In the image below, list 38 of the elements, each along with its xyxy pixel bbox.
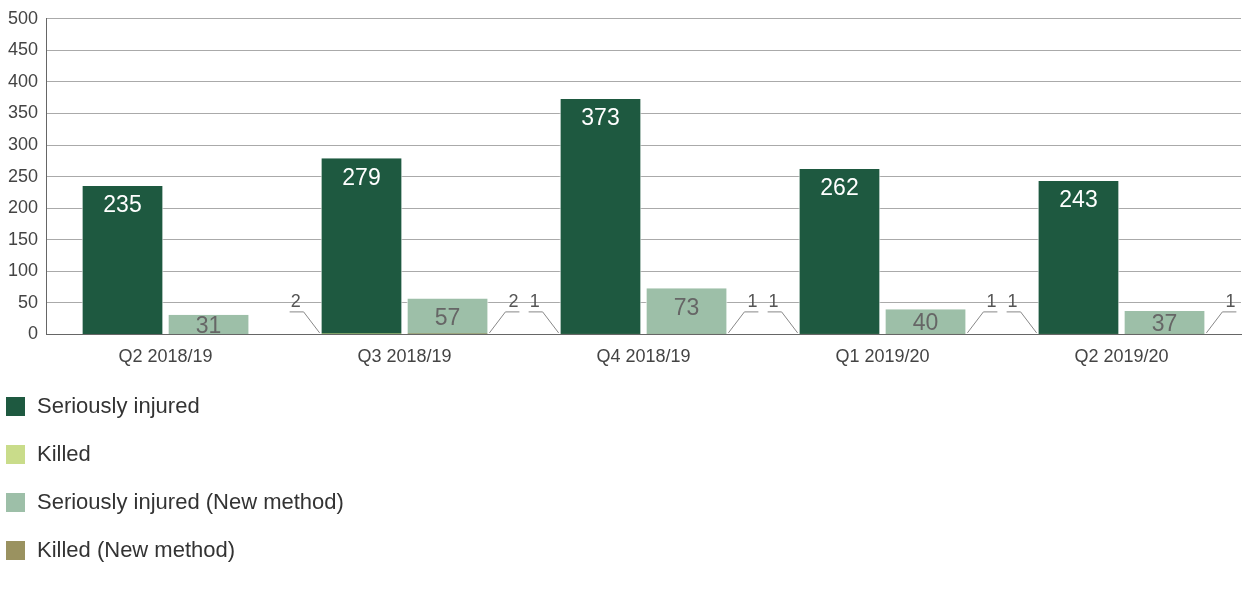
data-label: 235	[103, 191, 142, 218]
data-label: 1	[529, 290, 540, 311]
legend-label: Killed	[37, 441, 91, 467]
data-label: 73	[673, 293, 700, 320]
data-label: 1	[747, 290, 758, 311]
data-label: 40	[912, 308, 939, 335]
x-tick-label: Q4 2018/19	[596, 346, 691, 367]
y-tick-label: 150	[7, 228, 39, 249]
y-tick-label: 50	[18, 291, 39, 312]
data-label: 2	[508, 290, 519, 311]
x-tick-label: Q3 2018/19	[357, 346, 452, 367]
data-label: 2	[290, 290, 301, 311]
data-label: 31	[195, 311, 222, 338]
data-label: 262	[820, 174, 859, 201]
data-label: 243	[1059, 186, 1098, 213]
data-label: 1	[768, 290, 779, 311]
y-tick-label: 500	[7, 7, 39, 28]
y-tick-label: 100	[7, 260, 39, 281]
x-tick-label: Q2 2018/19	[118, 346, 213, 367]
legend-label: Seriously injured	[37, 393, 200, 419]
y-tick-label: 300	[7, 134, 39, 155]
y-tick-label: 450	[7, 39, 39, 60]
x-tick-label: Q2 2019/20	[1074, 346, 1169, 367]
y-tick-label: 350	[7, 102, 39, 123]
y-tick-label: 400	[7, 70, 39, 91]
data-label: 279	[342, 163, 381, 190]
x-tick-label: Q1 2019/20	[835, 346, 930, 367]
data-label: 1	[1225, 290, 1236, 311]
y-tick-label: 0	[28, 323, 39, 344]
y-tick-label: 250	[7, 165, 39, 186]
data-label: 373	[581, 104, 620, 131]
y-tick-label: 200	[7, 197, 39, 218]
data-label: 57	[434, 303, 461, 330]
data-label: 37	[1151, 309, 1178, 336]
legend-label: Seriously injured (New method)	[37, 489, 344, 515]
data-label: 1	[986, 290, 997, 311]
data-label: 1	[1007, 290, 1018, 311]
legend-label: Killed (New method)	[37, 537, 236, 563]
